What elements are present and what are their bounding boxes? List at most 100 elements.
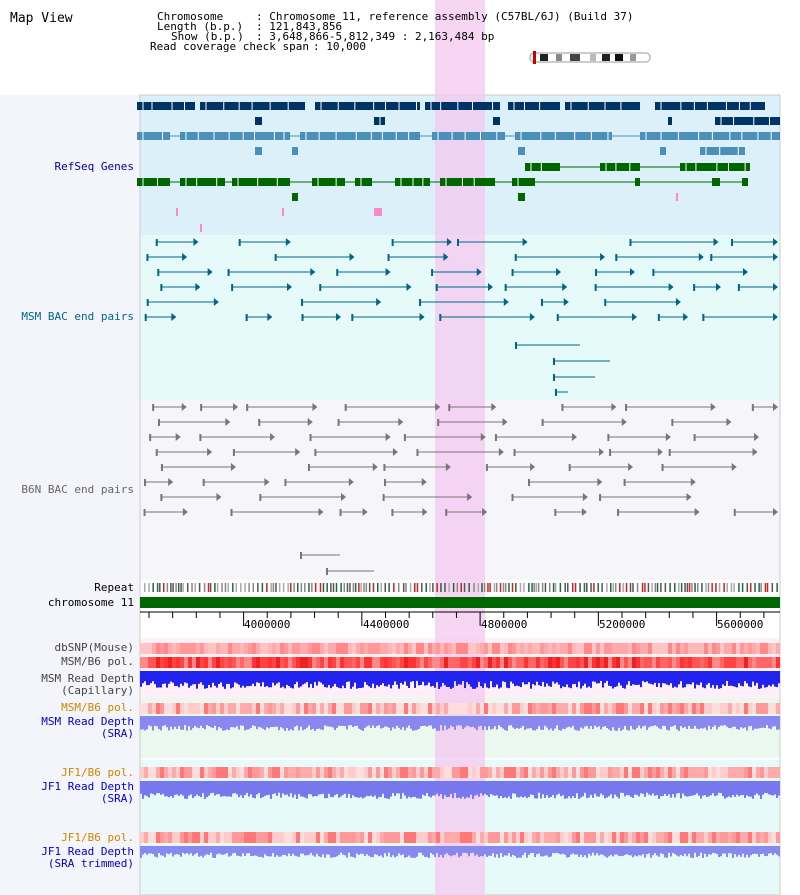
heat-cell (716, 832, 720, 843)
read-depth-bar (572, 671, 574, 685)
heat-cell (556, 832, 560, 843)
read-depth-bar (372, 716, 374, 726)
track-label-msm-b6-pol-2[interactable]: MSM/B6 pol. (61, 701, 134, 714)
read-depth-bar (770, 716, 772, 730)
track-label-repeat[interactable]: Repeat (94, 581, 134, 594)
read-depth-bar (618, 846, 620, 857)
read-depth-bar (294, 846, 296, 856)
chromosome-key: Chromosome (157, 10, 224, 23)
read-depth-bar (272, 846, 274, 853)
track-label-refseq[interactable]: RefSeq Genes (54, 160, 134, 173)
read-depth-bar (358, 846, 360, 855)
read-depth-bar (366, 846, 368, 855)
read-depth-bar (526, 716, 528, 729)
heat-cell (272, 643, 276, 654)
bac-end-arrow (398, 418, 404, 426)
heat-cell (764, 657, 768, 668)
read-depth-bar (778, 846, 780, 857)
read-depth-bar (692, 716, 694, 729)
bac-end-arrow (225, 418, 231, 426)
read-depth-bar (728, 846, 730, 854)
read-depth-bar (300, 671, 302, 687)
heat-cell (280, 767, 284, 778)
read-depth-bar (288, 716, 290, 731)
repeat-mark (343, 583, 346, 592)
read-depth-bar (444, 846, 446, 855)
heat-cell (184, 703, 188, 714)
repeat-mark (669, 583, 671, 592)
read-depth-bar (716, 781, 718, 796)
heat-cell (216, 657, 220, 668)
track-label-jf1-b6-pol[interactable]: JF1/B6 pol. (61, 766, 134, 779)
heat-cell (524, 703, 528, 714)
bac-end (337, 419, 340, 426)
bac-end (737, 284, 740, 291)
read-depth-bar (346, 671, 348, 682)
bac-end (274, 254, 277, 261)
read-depth-bar (280, 781, 282, 798)
read-depth-bar (304, 846, 306, 856)
track-label-jf1-b6-pol-2[interactable]: JF1/B6 pol. (61, 831, 134, 844)
read-depth-bar (346, 846, 348, 858)
read-depth-bar (348, 671, 350, 682)
read-depth-bar (558, 846, 560, 854)
heat-cell (380, 657, 384, 668)
track-label-msm-bac[interactable]: MSM BAC end pairs (21, 310, 134, 323)
heat-cell (660, 657, 664, 668)
read-depth-bar (168, 846, 170, 855)
heat-cell (604, 832, 608, 843)
read-depth-bar (748, 716, 750, 727)
track-label-msm-rd-capillary-1[interactable]: MSM Read Depth (41, 672, 134, 685)
read-depth-bar (638, 671, 640, 685)
read-depth-bar (378, 716, 380, 726)
read-depth-bar (556, 846, 558, 853)
read-depth-bar (604, 671, 606, 683)
heat-cell (672, 767, 676, 778)
read-depth-bar (532, 781, 534, 795)
repeat-mark (360, 583, 362, 592)
read-depth-bar (464, 671, 466, 689)
read-depth-bar (654, 781, 656, 796)
heat-cell (508, 703, 512, 714)
repeat-mark (738, 583, 740, 592)
read-depth-bar (156, 846, 158, 858)
track-label-dbsnp[interactable]: dbSNP(Mouse) (54, 641, 134, 654)
read-depth-bar (362, 716, 364, 731)
read-depth-bar (564, 716, 566, 730)
read-depth-bar (690, 846, 692, 858)
track-label-b6n-bac[interactable]: B6N BAC end pairs (21, 483, 134, 496)
repeat-mark (349, 583, 351, 592)
read-depth-bar (426, 846, 428, 857)
bac-end (693, 434, 696, 441)
heat-cell (364, 643, 368, 654)
read-depth-bar (250, 781, 252, 795)
read-depth-bar (574, 671, 576, 684)
read-depth-bar (578, 781, 580, 799)
bac-end (309, 434, 312, 441)
track-label-jf1-rd-sra-1[interactable]: JF1 Read Depth (41, 780, 134, 793)
read-depth-bar (574, 716, 576, 730)
heat-cell (664, 767, 668, 778)
heat-cell (496, 643, 500, 654)
heat-cell (208, 643, 212, 654)
read-depth-bar (640, 846, 642, 856)
track-label-msm-rd-sra-1[interactable]: MSM Read Depth (41, 715, 134, 728)
heat-cell (576, 767, 580, 778)
read-depth-bar (776, 846, 778, 855)
track-label-jf1-rd-trim-1[interactable]: JF1 Read Depth (41, 845, 134, 858)
read-depth-bar (386, 671, 388, 687)
heat-cell (304, 703, 308, 714)
bac-end-arrow (267, 313, 273, 321)
heat-cell (456, 832, 460, 843)
read-depth-bar (676, 846, 678, 856)
heat-cell (520, 832, 524, 843)
heat-cell (464, 643, 468, 654)
heat-cell (200, 703, 204, 714)
read-depth-bar (664, 716, 666, 726)
heat-cell (436, 643, 440, 654)
track-label-msm-b6-pol[interactable]: MSM/B6 pol. (61, 655, 134, 668)
read-depth-bar (670, 716, 672, 727)
heat-cell (336, 657, 340, 668)
read-depth-bar (688, 781, 690, 797)
bac-end (504, 284, 507, 291)
